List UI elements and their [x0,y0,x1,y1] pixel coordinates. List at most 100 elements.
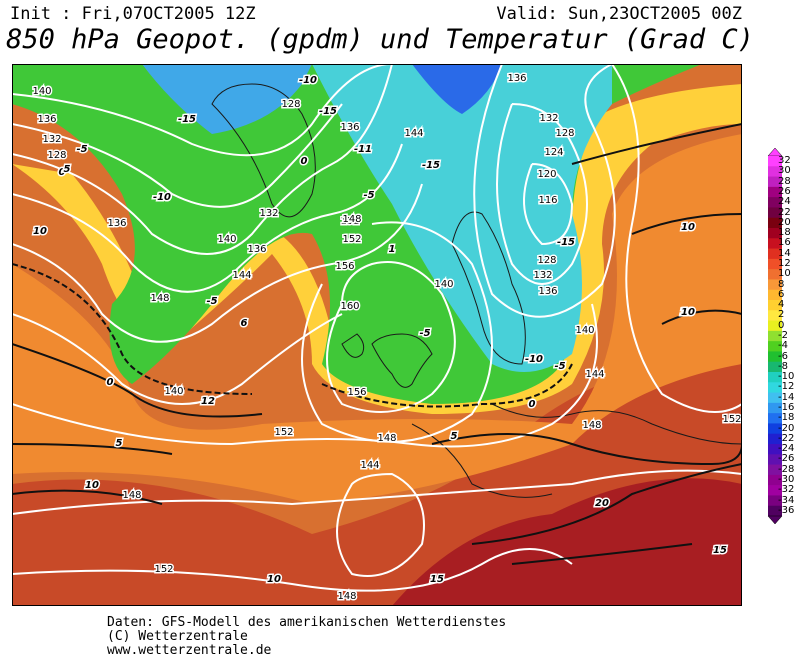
svg-text:148: 148 [582,420,601,431]
legend-label: -18 [778,412,795,424]
svg-text:120: 120 [537,169,556,180]
svg-text:-5: -5 [554,361,565,372]
legend-label: -2 [778,330,788,341]
temperate-zone [12,84,742,414]
svg-text:128: 128 [537,255,556,266]
svg-text:15: 15 [713,545,727,556]
legend-swatch [768,423,782,435]
legend-label: 14 [778,247,791,259]
svg-text:128: 128 [47,150,66,161]
legend-swatch [768,176,782,188]
svg-text:-5: -5 [419,328,430,339]
legend-label: 16 [778,237,791,249]
legend-label: 20 [778,216,791,228]
svg-text:-5: -5 [76,144,87,155]
contour-labels: 140 136 132 128 136 140 144 148 152 156 … [31,72,742,604]
legend-swatch [768,505,782,517]
svg-text:20: 20 [595,498,609,509]
svg-text:10: 10 [33,226,47,237]
svg-text:160: 160 [340,301,359,312]
svg-text:10: 10 [85,480,99,491]
legend-label: 18 [778,227,791,239]
svg-text:-10: -10 [153,192,171,203]
legend-label: -6 [778,350,788,362]
legend-label: -20 [778,422,795,434]
legend-swatch [768,382,782,394]
svg-text:-10: -10 [525,354,543,365]
isotherms [12,123,742,565]
legend-swatch [768,186,782,198]
legend-label: 0 [778,319,785,331]
legend-swatch [768,197,782,208]
legend-swatch [768,392,782,404]
legend-swatch [768,413,782,424]
valid-time: Valid: Sun,23OCT2005 00Z [496,4,742,24]
svg-text:128: 128 [555,128,574,139]
svg-text:140: 140 [217,234,236,245]
svg-text:132: 132 [42,134,61,145]
legend-label: 8 [778,278,785,290]
svg-text:144: 144 [164,386,183,397]
init-time: Init : Fri,07OCT2005 12Z [10,4,256,24]
legend-swatch [768,485,782,496]
svg-text:148: 148 [122,490,141,501]
svg-text:152: 152 [154,564,173,575]
svg-text:144: 144 [404,128,423,139]
legend-swatch [768,351,782,363]
legend-bottom-arrow [767,515,783,525]
svg-text:-15: -15 [422,160,440,171]
svg-text:152: 152 [274,427,293,438]
legend-swatch [768,372,782,383]
svg-text:1: 1 [389,244,396,255]
legend-label: -10 [778,371,795,383]
legend-label: 24 [778,196,791,208]
svg-text:-11: -11 [354,144,372,155]
legend-swatch [768,269,782,280]
legend-label: 4 [778,299,785,311]
legend-label: -34 [778,494,795,506]
legend-swatch [768,207,782,219]
legend-label: -28 [778,463,795,475]
svg-text:5: 5 [451,431,458,442]
website-link[interactable]: www.wetterzentrale.de [107,643,272,658]
svg-text:140: 140 [32,86,51,97]
svg-text:128: 128 [281,99,300,110]
svg-text:-15: -15 [319,106,337,117]
svg-text:156: 156 [335,261,354,272]
svg-text:-10: -10 [153,192,171,203]
legend-label: -8 [778,360,788,372]
svg-text:148: 148 [377,433,396,444]
legend-swatch [768,474,782,486]
svg-text:136: 136 [107,218,126,229]
mild-zone [12,134,742,504]
svg-text:144: 144 [585,369,604,380]
svg-text:136: 136 [340,122,359,133]
legend-swatch [768,166,782,178]
legend-label: 28 [778,175,791,187]
legend-label: -12 [778,381,795,393]
svg-text:5: 5 [451,431,458,442]
svg-text:5: 5 [64,164,71,175]
svg-text:12: 12 [201,396,215,407]
legend-label: -26 [778,453,795,465]
legend-label: 2 [778,309,785,321]
svg-text:-10: -10 [525,354,543,365]
legend-label: 30 [778,165,791,177]
svg-text:144: 144 [360,460,379,471]
svg-text:148: 148 [150,293,169,304]
legend-swatch [768,402,782,414]
svg-text:136: 136 [37,114,56,125]
legend-label: 12 [778,258,791,269]
svg-text:144: 144 [232,270,251,281]
legend-label: -14 [778,391,795,403]
svg-text:-5: -5 [206,296,217,307]
temperature-value-labels: -5 0 -10 10 5 -10 -5 6 0 5 10 12 -15 -10… [32,74,729,587]
legend-swatch [768,258,782,270]
data-source-credit: Daten: GFS-Modell des amerikanischen Wet… [107,615,507,630]
legend-swatch [768,156,782,167]
legend-label: -36 [778,504,795,516]
legend-swatch [768,444,782,455]
legend-swatch [768,289,782,301]
legend-swatch [768,310,782,322]
coastlines [211,83,742,498]
